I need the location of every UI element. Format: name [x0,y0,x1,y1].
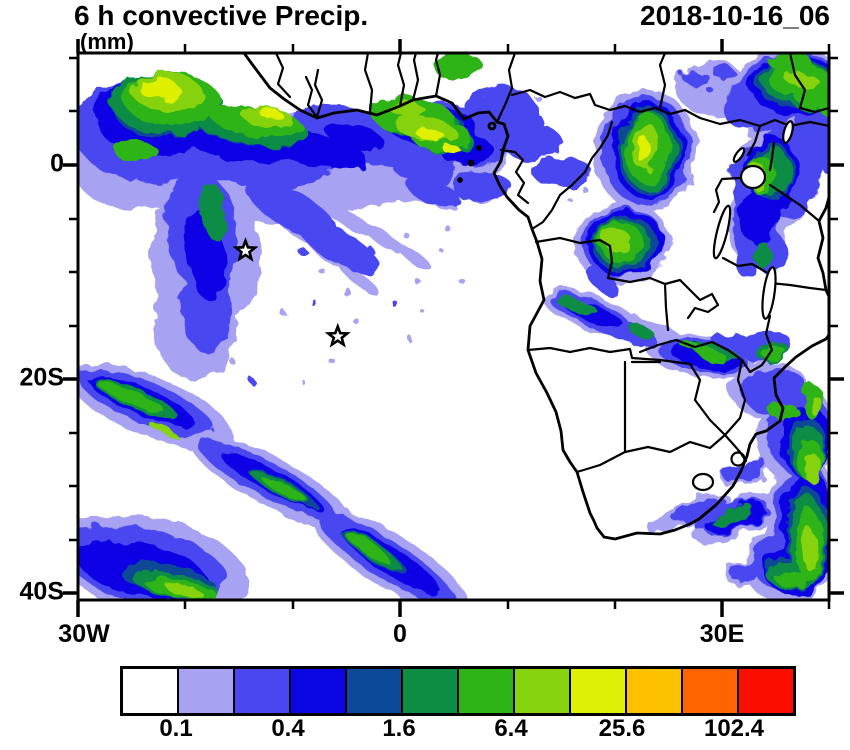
precip-layer-yellow [138,78,650,164]
x-tick-label-0: 0 [393,620,407,648]
precip-field [79,54,829,599]
colorbar-cell [177,669,233,713]
colorbar-tick-1.6: 1.6 [382,715,416,742]
colorbar-cell [569,669,625,713]
lakes [712,120,794,320]
colorbar-tick-25.6: 25.6 [598,715,646,742]
x-tick-label-30w: 30W [58,620,110,648]
colorbar-cell [457,669,513,713]
y-tick-label-0: 0 [50,149,64,178]
units-label: (mm) [80,29,134,54]
x-tick-label-30e: 30E [699,620,745,648]
colorbar-tick-0.1: 0.1 [159,715,193,742]
colorbar-cell [289,669,345,713]
colorbar-tick-6.4: 6.4 [494,715,528,742]
station-star-marker [326,325,349,346]
coastline [243,54,829,541]
colorbar-cell [345,669,401,713]
colorbar-cell [123,669,177,713]
colorbar [120,666,796,716]
page-title: 6 h convective Precip. [74,0,369,31]
colorbar-tick-102.4: 102.4 [703,715,765,742]
country-borders [275,54,829,492]
colorbar-cell [625,669,681,713]
colorbar-cell [233,669,289,713]
valid-time-label: 2018-10-16_06 [640,0,830,31]
colorbar-tick-0.4: 0.4 [271,715,305,742]
y-tick-label-40s: 40S [19,577,64,606]
colorbar-cell [737,669,793,713]
colorbar-cell [513,669,569,713]
map-frame-and-ticks [63,39,844,617]
y-tick-label-20s: 20S [19,363,64,392]
colorbar-cell [401,669,457,713]
colorbar-cell [681,669,737,713]
